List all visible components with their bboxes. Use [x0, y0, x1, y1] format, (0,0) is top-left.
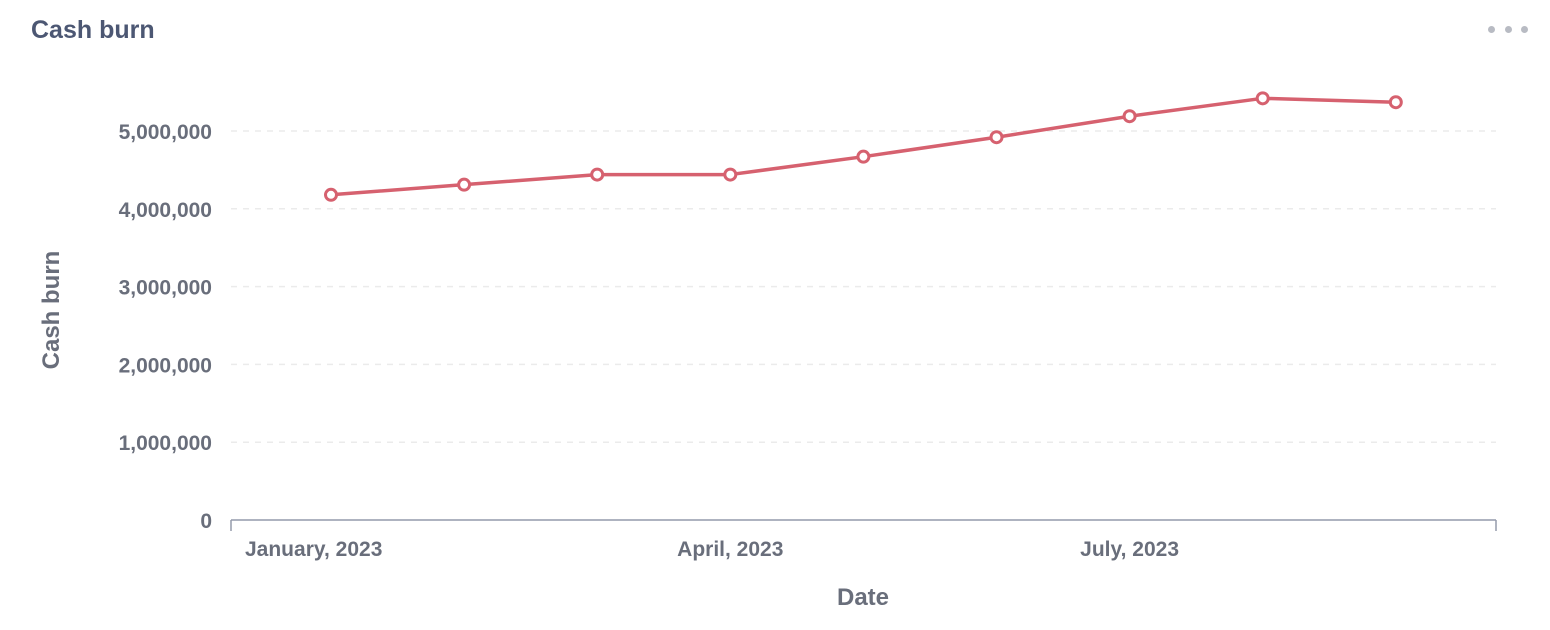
- x-tick-label: January, 2023: [245, 538, 382, 561]
- menu-dot: [1504, 25, 1512, 33]
- axes: [230, 519, 1497, 531]
- tick-labels: 0 1,000,000 2,000,000 3,000,000 4,000,000 5,0…: [119, 121, 1179, 561]
- y-tick-label: 3,000,000: [119, 277, 212, 300]
- data-point[interactable]: [457, 177, 472, 192]
- menu-dot: [1521, 25, 1528, 33]
- y-tick-label: 5,000,000: [119, 121, 212, 144]
- x-tick-label: April, 2023: [677, 538, 783, 561]
- data-point[interactable]: [989, 130, 1004, 145]
- y-tick-label: 0: [200, 510, 212, 533]
- x-axis-label: Date: [837, 584, 889, 611]
- ellipsis-icon[interactable]: [1488, 18, 1528, 40]
- y-tick-label: 4,000,000: [119, 199, 212, 222]
- y-tick-label: 2,000,000: [119, 354, 212, 377]
- data-point[interactable]: [856, 149, 871, 164]
- data-point[interactable]: [1255, 91, 1270, 106]
- data-point[interactable]: [1122, 109, 1137, 124]
- data-point[interactable]: [723, 167, 738, 182]
- y-axis-label: Cash burn: [38, 251, 65, 370]
- grid-lines: [231, 130, 1496, 443]
- series: [324, 91, 1403, 202]
- menu-dot: [1488, 25, 1495, 33]
- data-point[interactable]: [324, 187, 338, 202]
- series-line: [329, 96, 1398, 197]
- data-point[interactable]: [590, 167, 605, 182]
- card-title: Cash burn: [31, 16, 155, 44]
- data-point[interactable]: [1388, 95, 1403, 110]
- y-tick-label: 1,000,000: [119, 432, 212, 455]
- x-tick-label: July, 2023: [1080, 538, 1179, 561]
